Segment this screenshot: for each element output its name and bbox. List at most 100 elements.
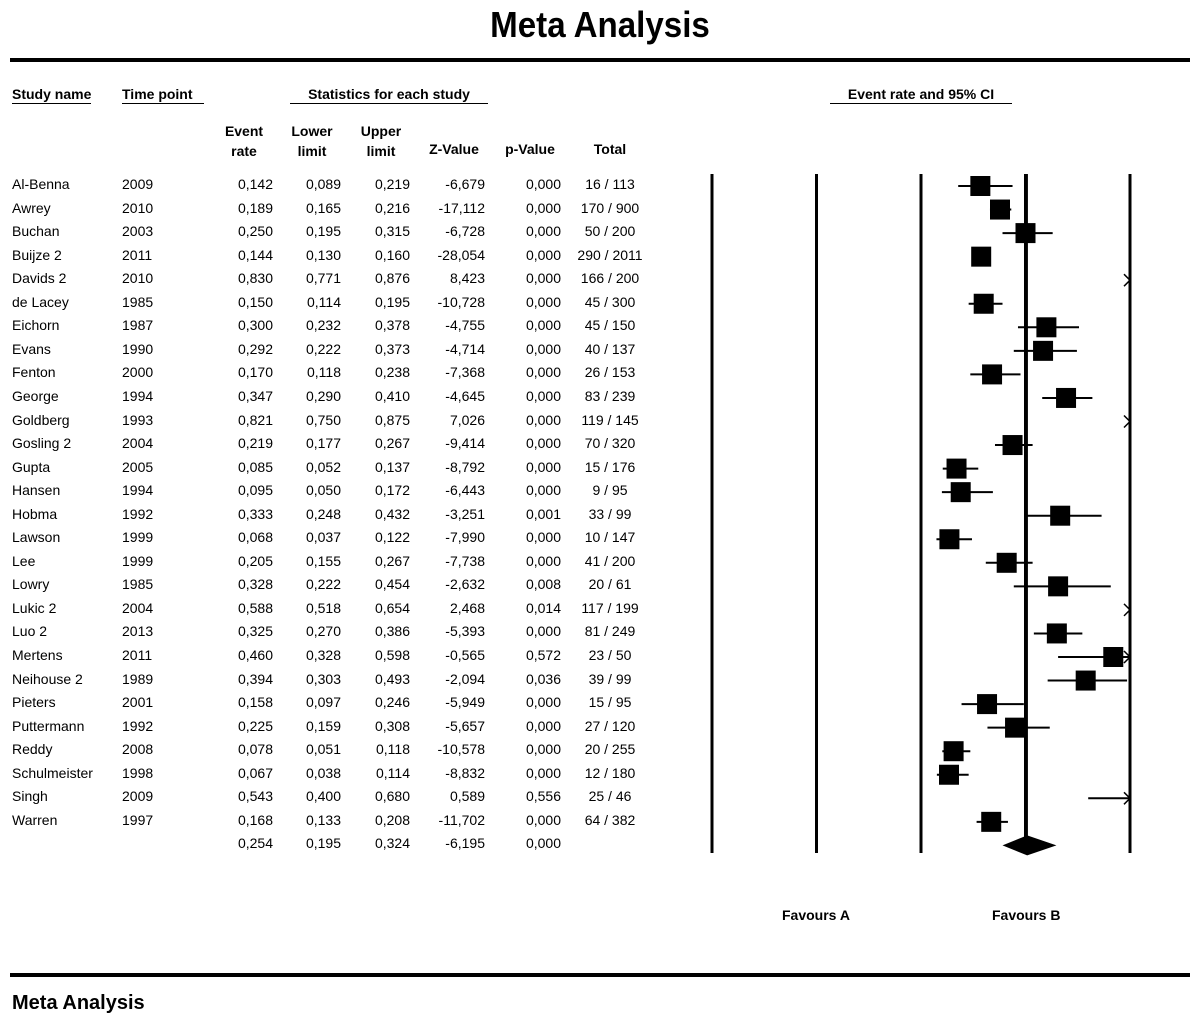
cell-study-name: Fenton <box>12 364 56 381</box>
cell-total: 45 / 150 <box>584 317 636 334</box>
cell-z-value: -6,195 <box>445 835 485 852</box>
study-point <box>950 482 971 503</box>
cell-time-point: 2004 <box>122 599 154 616</box>
study-point <box>981 811 1002 832</box>
cell-z-value: -7,368 <box>445 364 485 381</box>
study-point <box>1050 505 1071 526</box>
cell-p-value: 0,000 <box>525 694 561 711</box>
cell-total: 39 / 99 <box>588 670 632 687</box>
header-event-rate-line2: rate <box>231 143 257 159</box>
cell-event-rate: 0,144 <box>237 246 273 263</box>
cell-event-rate: 0,250 <box>237 223 273 240</box>
cell-time-point: 1994 <box>122 387 154 404</box>
cell-event-rate: 0,150 <box>237 293 273 310</box>
cell-event-rate: 0,068 <box>237 529 273 546</box>
cell-event-rate: 0,225 <box>237 717 273 734</box>
cell-p-value: 0,000 <box>525 717 561 734</box>
cell-total: 26 / 153 <box>584 364 636 381</box>
cell-p-value: 0,000 <box>525 176 561 192</box>
cell-z-value: 0,589 <box>449 788 485 805</box>
cell-lower-limit: 0,089 <box>305 176 341 192</box>
cell-lower-limit: 0,052 <box>305 458 341 475</box>
cell-event-rate: 0,158 <box>237 694 273 711</box>
cell-time-point: 2008 <box>122 741 154 758</box>
cell-p-value: 0,000 <box>525 552 561 569</box>
cell-total: 27 / 120 <box>584 717 636 734</box>
cell-z-value: -7,738 <box>445 552 485 569</box>
ci-arrow <box>1123 273 1132 287</box>
cell-study-name: Reddy <box>12 741 53 758</box>
cell-event-rate: 0,460 <box>237 647 273 663</box>
cell-upper-limit: 0,122 <box>374 529 410 546</box>
cell-study-name: Eichorn <box>12 317 60 334</box>
cell-lower-limit: 0,195 <box>305 835 341 852</box>
cell-total: 12 / 180 <box>584 764 636 781</box>
cell-time-point: 1997 <box>122 811 154 828</box>
cell-event-rate: 0,347 <box>237 387 273 404</box>
cell-time-point: 1993 <box>122 411 154 428</box>
cell-study-name: Mertens <box>12 647 63 663</box>
cell-study-name: Gosling 2 <box>12 435 72 452</box>
cell-event-rate: 0,333 <box>237 505 273 522</box>
table-row: Evans 1990 0,292 0,222 0,373 -4,714 0,000 40 / … <box>0 341 700 361</box>
cell-lower-limit: 0,771 <box>305 270 341 287</box>
study-point <box>1046 623 1067 644</box>
cell-time-point: 1985 <box>122 293 154 310</box>
study-point <box>946 458 967 479</box>
cell-z-value: -0,565 <box>445 647 485 663</box>
cell-event-rate: 0,168 <box>237 811 273 828</box>
cell-z-value: -2,094 <box>445 670 485 687</box>
cell-lower-limit: 0,290 <box>305 387 341 404</box>
cell-time-point: 1990 <box>122 340 154 357</box>
cell-total: 15 / 176 <box>584 458 636 475</box>
cell-upper-limit: 0,373 <box>374 340 410 357</box>
header-ci-group: Event rate and 95% CI <box>830 86 1012 104</box>
cell-z-value: -17,112 <box>438 199 485 216</box>
cell-event-rate: 0,254 <box>237 835 273 852</box>
cell-event-rate: 0,189 <box>237 199 273 216</box>
cell-upper-limit: 0,308 <box>374 717 410 734</box>
cell-total: 70 / 320 <box>584 435 636 452</box>
cell-p-value: 0,000 <box>525 293 561 310</box>
cell-time-point: 2000 <box>122 364 154 381</box>
cell-lower-limit: 0,038 <box>305 764 341 781</box>
cell-lower-limit: 0,222 <box>305 340 341 357</box>
cell-event-rate: 0,170 <box>237 364 273 381</box>
cell-event-rate: 0,292 <box>237 340 273 357</box>
cell-total: 81 / 249 <box>584 623 636 640</box>
cell-z-value: -4,755 <box>445 317 485 334</box>
cell-upper-limit: 0,208 <box>374 811 410 828</box>
cell-z-value: -6,679 <box>445 176 485 192</box>
cell-p-value: 0,000 <box>525 387 561 404</box>
cell-total: 117 / 199 <box>581 599 639 616</box>
cell-study-name: Hobma <box>12 505 58 522</box>
cell-lower-limit: 0,303 <box>305 670 341 687</box>
ci-arrow <box>1123 650 1132 664</box>
cell-z-value: 7,026 <box>449 411 485 428</box>
table-row: Eichorn 1987 0,300 0,232 0,378 -4,755 0,000 45 … <box>0 317 700 337</box>
cell-event-rate: 0,821 <box>237 411 273 428</box>
cell-upper-limit: 0,160 <box>374 246 410 263</box>
cell-p-value: 0,001 <box>525 505 561 522</box>
cell-lower-limit: 0,118 <box>307 364 341 381</box>
cell-study-name: Luo 2 <box>12 623 48 640</box>
header-study-name: Study name <box>12 86 92 104</box>
cell-z-value: -28,054 <box>437 246 485 263</box>
cell-lower-limit: 0,177 <box>305 435 341 452</box>
table-row: George 1994 0,347 0,290 0,410 -4,645 0,000 83 /… <box>0 388 700 408</box>
cell-upper-limit: 0,219 <box>374 176 410 192</box>
ci-arrow <box>1123 603 1132 617</box>
study-point <box>1103 647 1124 667</box>
cell-time-point: 2013 <box>122 623 154 640</box>
cell-z-value: -5,393 <box>445 623 485 640</box>
cell-time-point: 2003 <box>122 223 154 240</box>
cell-lower-limit: 0,232 <box>305 317 341 334</box>
ci-arrow <box>1123 791 1132 805</box>
cell-z-value: -11,702 <box>438 811 485 828</box>
cell-event-rate: 0,588 <box>237 599 273 616</box>
header-p-value: p-Value <box>505 141 555 157</box>
cell-p-value: 0,000 <box>525 811 561 828</box>
cell-lower-limit: 0,133 <box>305 811 341 828</box>
cell-total: 25 / 46 <box>588 788 632 805</box>
cell-upper-limit: 0,410 <box>374 387 410 404</box>
